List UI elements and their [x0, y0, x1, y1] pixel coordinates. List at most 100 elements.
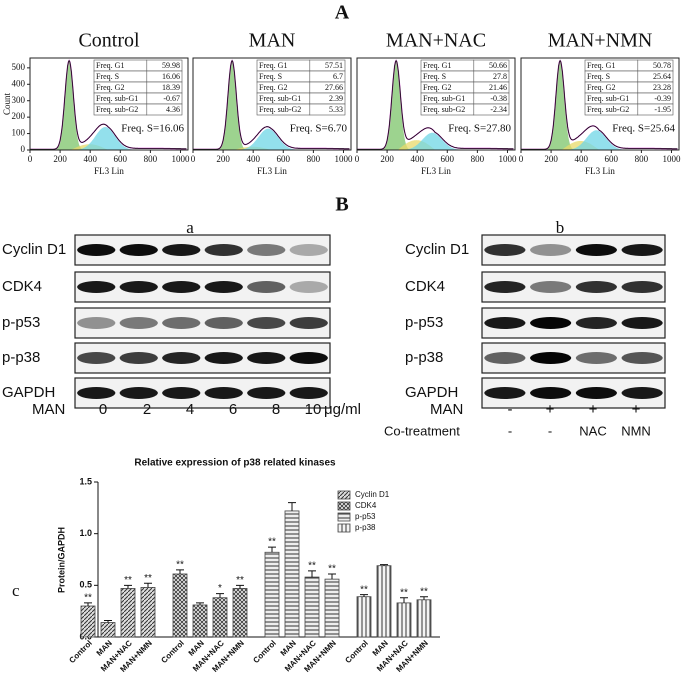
- table-value: -0.39: [654, 94, 671, 103]
- table-label: Freq. G1: [96, 61, 124, 70]
- table-value: 27.8: [493, 72, 507, 81]
- x-tick-label: 400: [246, 154, 260, 164]
- blot-band: [77, 387, 116, 399]
- blot-band: [247, 244, 286, 256]
- x-tick-label: 0: [355, 154, 360, 164]
- protein-label: p-p38: [405, 349, 443, 366]
- protein-label: Cyclin D1: [405, 241, 469, 258]
- significance-label: **: [236, 575, 244, 586]
- bar: [140, 587, 156, 638]
- plot-title: MAN+NMN: [548, 30, 653, 52]
- blot-band: [575, 317, 617, 329]
- cotreatment-value: NAC: [579, 423, 606, 438]
- table-value: -0.67: [163, 94, 180, 103]
- legend-swatch: [337, 523, 351, 533]
- chart-title: Relative expression of p38 related kinas…: [134, 458, 336, 469]
- bar: [284, 510, 300, 638]
- x-tick-label: Control: [251, 639, 277, 665]
- cotreatment-value: -: [508, 423, 512, 438]
- table-cell: [146, 103, 183, 116]
- blot-band: [530, 317, 572, 329]
- blot-band: [204, 317, 243, 329]
- table-label: Freq. G2: [587, 83, 615, 92]
- histogram-area: [30, 127, 187, 150]
- table-label: Freq. G1: [423, 61, 451, 70]
- annotation: Freq. S=16.06: [121, 123, 184, 135]
- bar: [264, 551, 280, 638]
- blot-band: [204, 281, 243, 293]
- plot-frame: [520, 57, 680, 151]
- x-tick-label: 0: [519, 154, 524, 164]
- treatment-label: MAN: [430, 401, 463, 418]
- x-tick-label: 1000: [171, 154, 190, 164]
- bar: [100, 622, 116, 638]
- protein-label: CDK4: [405, 278, 445, 295]
- y-axis-label: Protein/GAPDH: [56, 527, 66, 593]
- blot-band: [162, 352, 201, 364]
- histogram-area: [357, 132, 514, 150]
- x-tick-label: 200: [380, 154, 394, 164]
- legend-label: p-p53: [355, 512, 376, 521]
- panel-label: c: [12, 581, 20, 600]
- blot-band: [77, 317, 116, 329]
- y-tick-label: 500: [12, 62, 26, 72]
- blot-frame: [74, 271, 331, 303]
- blot-band: [530, 281, 572, 293]
- histogram-line: [30, 59, 187, 150]
- x-axis-label: FL3 Lin: [94, 166, 124, 176]
- blot-band: [77, 244, 116, 256]
- plot-title: MAN: [249, 30, 296, 52]
- unit-label: μg/ml: [324, 401, 361, 418]
- error-bar: [84, 602, 92, 606]
- blot-band: [289, 317, 328, 329]
- blot-band: [484, 317, 526, 329]
- bar: [192, 604, 208, 638]
- significance-label: *: [218, 583, 222, 594]
- y-tick-label: 400: [12, 78, 26, 88]
- table-value: 50.78: [653, 61, 671, 70]
- dose-label: 4: [186, 401, 194, 418]
- table-value: 57.51: [325, 61, 343, 70]
- panel-label: A: [335, 2, 350, 24]
- blot-band: [575, 387, 617, 399]
- legend-swatch: [337, 512, 351, 522]
- y-tick-label: 200: [12, 111, 26, 121]
- dose-label: 8: [272, 401, 280, 418]
- protein-label: GAPDH: [2, 384, 55, 401]
- x-tick-label: 400: [83, 154, 97, 164]
- blot-band: [289, 387, 328, 399]
- blot-band: [530, 352, 572, 364]
- blot-band: [621, 244, 663, 256]
- blot-band: [162, 317, 201, 329]
- table-label: Freq. sub-G1: [423, 94, 465, 103]
- blot-band: [575, 281, 617, 293]
- blot-band: [575, 352, 617, 364]
- table-label: Freq. sub-G1: [96, 94, 138, 103]
- x-tick-label: 800: [307, 154, 321, 164]
- plot-title: Control: [78, 30, 140, 52]
- significance-label: **: [144, 573, 152, 584]
- cotreatment-value: NMN: [621, 423, 651, 438]
- y-tick-label: 100: [12, 128, 26, 138]
- error-bar: [196, 602, 204, 605]
- protein-label: CDK4: [2, 278, 42, 295]
- plot-frame: [356, 57, 516, 151]
- dose-label: 0: [99, 401, 107, 418]
- table-value: 25.64: [653, 72, 671, 81]
- x-tick-label: 400: [410, 154, 424, 164]
- y-tick-label: 1.0: [79, 528, 92, 538]
- plot-frame: [192, 57, 352, 151]
- blot-frame: [74, 377, 331, 409]
- histogram-area: [193, 128, 350, 150]
- table-value: 18.39: [162, 83, 180, 92]
- significance-label: **: [308, 561, 316, 572]
- blot-band: [530, 244, 572, 256]
- blot-band: [621, 387, 663, 399]
- table-label: Freq. G2: [96, 83, 124, 92]
- x-tick-label: Control: [159, 639, 185, 665]
- bar: [376, 565, 392, 638]
- blot-band: [621, 352, 663, 364]
- table-label: Freq. sub-G2: [259, 105, 301, 114]
- blot-band: [289, 244, 328, 256]
- blot-band: [162, 281, 201, 293]
